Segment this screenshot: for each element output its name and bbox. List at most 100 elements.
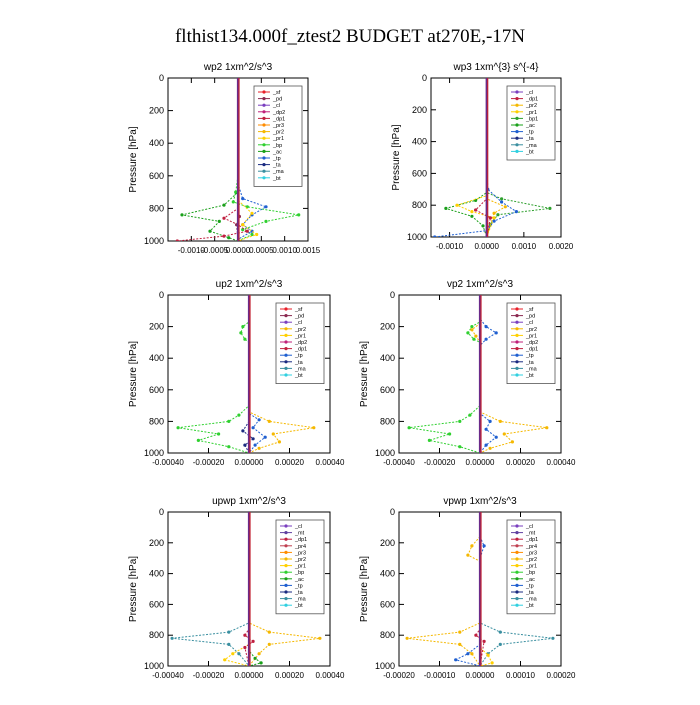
data-point <box>237 652 241 656</box>
series-line-dp2 <box>409 295 481 453</box>
data-point <box>484 427 488 431</box>
legend-label: _sf <box>525 307 534 313</box>
y-tick-label: 400 <box>412 137 427 147</box>
data-point <box>494 435 498 439</box>
x-tick-label: -0.00040 <box>152 458 184 467</box>
data-point <box>503 205 507 209</box>
y-tick-label: 800 <box>149 203 164 213</box>
series-line-dp2 <box>178 295 250 453</box>
x-tick-label: 0.0020 <box>549 242 574 251</box>
legend-label: _pr1 <box>272 136 284 142</box>
data-point <box>196 438 200 442</box>
legend-marker <box>284 327 288 331</box>
legend-label: _ac <box>525 123 535 129</box>
y-tick-label: 800 <box>412 200 427 210</box>
y-tick-label: 600 <box>380 599 395 609</box>
data-point <box>251 437 255 441</box>
data-point <box>318 636 322 640</box>
data-point <box>498 642 502 647</box>
legend-label: _pr3 <box>294 550 306 556</box>
legend-label: _pd <box>272 97 282 103</box>
x-tick-label: 0.00040 <box>547 458 576 467</box>
data-point <box>227 445 231 449</box>
legend-label: _cl <box>525 524 533 530</box>
legend-label: _pd <box>525 314 535 320</box>
series-line-tp <box>248 295 267 453</box>
data-point <box>444 206 448 210</box>
legend-marker <box>515 320 519 324</box>
legend-label: _cl <box>525 320 533 326</box>
legend-marker <box>515 597 519 601</box>
data-point <box>470 328 474 332</box>
data-point <box>223 658 227 662</box>
data-point <box>458 642 462 647</box>
page-title: flthist134.000f_ztest2 BUDGET at270E,-17… <box>175 26 525 47</box>
legend-marker <box>515 366 519 370</box>
legend-label: _dp2 <box>525 340 538 346</box>
legend-label: _bt <box>294 603 303 609</box>
legend-label: _ac <box>294 577 304 583</box>
legend-marker <box>515 537 519 541</box>
series-line-ac <box>444 78 488 237</box>
legend-label: _pr1 <box>525 564 537 570</box>
y-tick-label: 0 <box>390 507 395 517</box>
series-group <box>405 512 555 666</box>
data-point <box>267 630 271 634</box>
legend-marker <box>515 583 519 588</box>
legend-box <box>253 85 303 187</box>
legend-label: _ma <box>294 597 307 603</box>
series-line-pr2 <box>248 295 314 453</box>
legend-marker <box>284 537 288 541</box>
y-tick-label: 0 <box>422 73 427 83</box>
y-tick-label: 0 <box>159 290 164 300</box>
data-point <box>458 630 462 634</box>
legend-label: _pr1 <box>525 333 537 339</box>
data-point <box>175 239 179 241</box>
x-tick-label: 0.0010 <box>272 246 297 255</box>
legend-label: _ta <box>525 360 535 366</box>
legend-marker <box>515 307 519 311</box>
legend-label: _mt <box>294 531 305 537</box>
x-tick-label: 0.00000 <box>235 458 264 467</box>
legend-marker <box>284 524 288 528</box>
legend-label: _dp1 <box>525 537 538 543</box>
legend-marker <box>262 97 266 101</box>
legend-label: _pr2 <box>294 557 306 563</box>
data-point <box>405 636 409 640</box>
series-line-dp1 <box>177 78 249 241</box>
y-tick-label: 600 <box>412 168 427 178</box>
data-point <box>227 236 231 240</box>
x-tick-label: 0.00010 <box>506 671 535 680</box>
data-point <box>455 203 459 207</box>
series-line-bp <box>232 78 299 241</box>
legend-label: _tp <box>525 583 534 589</box>
legend-box <box>506 302 556 384</box>
legend-marker <box>515 373 519 377</box>
legend-marker <box>515 577 519 581</box>
data-point <box>250 211 254 215</box>
data-point <box>231 200 235 204</box>
x-tick-label: 0.0000 <box>474 242 499 251</box>
data-point <box>492 219 496 223</box>
data-point <box>454 658 458 662</box>
legend-marker <box>284 340 288 344</box>
chart-panel-2: up2 1xm^2/s^3 Pressure [hPa] 0 200 400 600 800… <box>128 279 345 467</box>
legend-label: _tp <box>272 156 281 162</box>
legend-marker <box>284 347 288 351</box>
x-tick-label: 0.00000 <box>466 458 495 467</box>
x-tick-label: -0.00010 <box>424 671 456 680</box>
series-line-ac <box>181 78 239 241</box>
data-point <box>222 234 226 238</box>
data-point <box>180 213 184 217</box>
y-axis-label: Pressure [hPa] <box>128 556 139 622</box>
legend-marker <box>284 570 288 574</box>
data-point <box>217 219 221 223</box>
data-point <box>217 432 221 436</box>
data-point <box>548 206 552 210</box>
legend-marker <box>515 557 519 561</box>
legend-label: _pr2 <box>525 327 537 333</box>
data-point <box>488 446 492 450</box>
legend-marker <box>515 340 519 344</box>
series-group <box>407 295 549 453</box>
